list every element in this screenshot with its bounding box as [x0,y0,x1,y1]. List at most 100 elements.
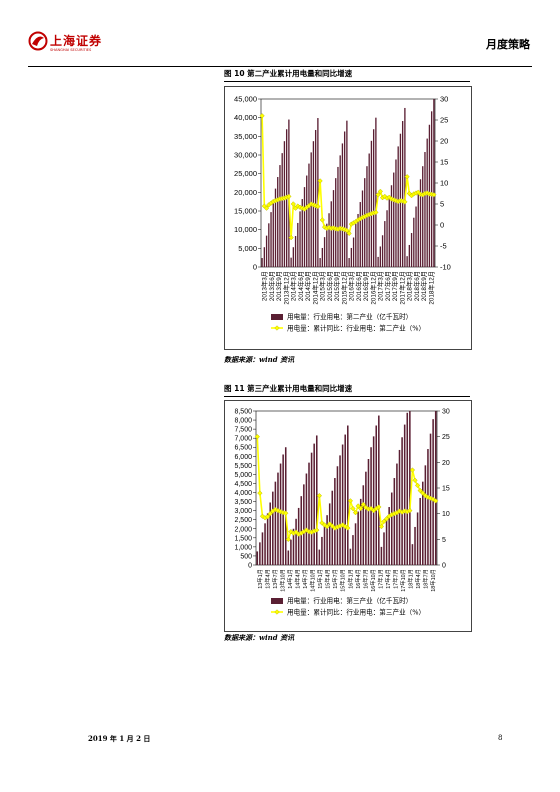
figure-11-source: 数据来源：wind 资讯 [224,633,295,642]
x-axis-label: 16年10月 [369,569,377,592]
x-axis-label: 13年4月 [263,569,271,589]
line-point [283,510,289,516]
x-axis-label: 2013年3月 [260,271,269,301]
bar [305,473,308,565]
line-point [315,203,321,210]
right-axis-label: -5 [440,242,447,251]
right-axis-label: 30 [440,95,448,104]
bar [279,463,282,565]
bar [375,117,377,268]
bar [294,236,297,267]
logo-icon [28,31,48,51]
left-axis-label: 30,000 [234,151,257,160]
left-axis-label: 500 [240,553,252,560]
legend-line-marker [274,609,280,615]
left-axis-label: 35,000 [234,132,257,141]
bar [341,444,344,565]
left-axis-label: 8,000 [234,418,252,425]
x-axis-label: 18年4月 [414,569,422,589]
bar [404,107,406,268]
line-point [293,529,299,535]
line-point [254,434,260,440]
bar [417,192,419,267]
left-axis-label: 20,000 [234,188,257,197]
bar [344,434,346,565]
bar [372,129,375,267]
line-point [324,523,330,530]
left-axis-label: 7,000 [234,436,252,443]
left-axis-label: 3,500 [234,499,252,506]
line-point [344,227,350,234]
line-point [376,504,382,510]
x-axis-label: 18年7月 [422,569,430,589]
bar [414,526,416,565]
line-point [290,201,296,207]
right-axis-label: 25 [442,434,450,441]
x-axis-label: 2017年6月 [383,271,392,301]
bar [292,528,295,565]
right-axis-label: 20 [442,460,450,467]
x-axis-label: 2018年12月 [426,271,435,305]
line-point [433,498,439,504]
bar [323,526,326,565]
bar [378,415,380,565]
line-point [350,505,356,512]
bar [415,206,417,267]
x-axis-label: 2016年6月 [354,271,363,301]
report-type: 月度策略 [486,38,530,51]
right-axis-label: 0 [440,221,444,230]
line-point [263,205,270,211]
bar [413,217,415,267]
bar [303,484,305,565]
x-axis-label: 17年4月 [384,569,392,589]
bar [290,257,292,267]
x-axis-label: 2015年12月 [339,271,348,305]
bar [397,146,399,267]
bar [354,523,357,565]
line-point [288,234,294,241]
left-axis-label: 1,000 [234,544,252,551]
bar [326,515,328,565]
bar [336,466,339,565]
bar [279,165,281,267]
bar [292,247,295,267]
bar [347,425,349,565]
bar [419,179,422,267]
bar [359,202,361,267]
x-axis-label: 18年1月 [407,569,415,589]
bar [334,478,336,565]
bar [426,138,428,267]
line-point [319,520,325,526]
bar [364,178,366,267]
line-point [345,525,351,531]
x-axis-label: 13年1月 [256,569,264,589]
x-axis-label: 2013年9月 [274,271,283,301]
bar [357,213,359,267]
x-axis-label: 16年7月 [361,569,369,589]
x-axis-label: 2013年6月 [267,271,276,301]
right-axis-label: -10 [440,263,451,272]
bar [284,447,287,565]
bar [264,523,266,565]
x-axis-label: 13年10月 [278,569,286,592]
line-point [285,536,291,542]
line-point [363,504,369,511]
company-name-en: SHANGHAI SECURITIES [50,48,92,52]
left-axis-label: 5,000 [238,244,257,253]
legend-line-label: 用电量：累计同比：行业用电：第二产业（%） [287,324,425,333]
line-point [264,514,271,520]
bar [362,485,365,565]
bar [403,424,406,565]
x-axis-label: 14年7月 [301,569,309,589]
bar [381,235,384,267]
bar [383,532,385,565]
left-axis-label: 6,500 [234,445,252,452]
bar [401,437,403,565]
bar [390,185,393,267]
bar [287,550,290,565]
bar [274,188,277,267]
bar [408,244,411,267]
bar [375,425,378,565]
left-axis-label: 7,500 [234,427,252,434]
bar [303,187,306,267]
